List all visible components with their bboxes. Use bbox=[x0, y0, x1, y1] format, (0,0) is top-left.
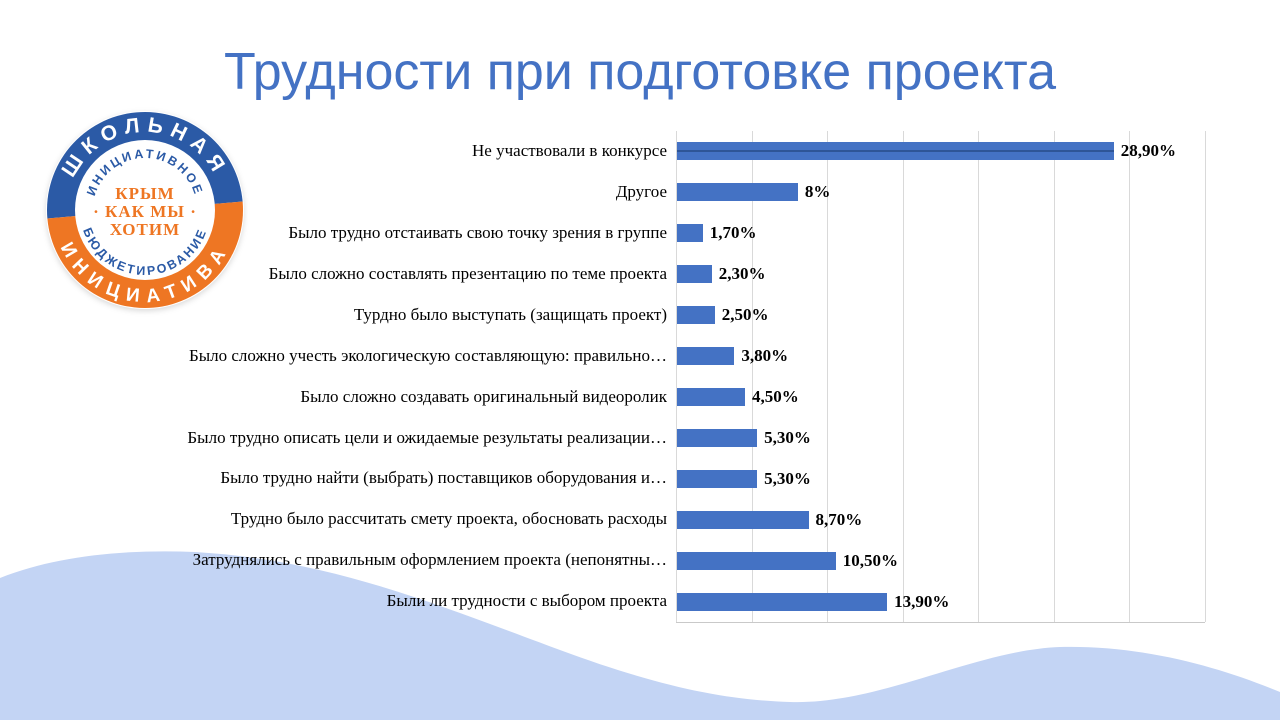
bar-area: 13,90% bbox=[676, 581, 1205, 622]
chart-row: Было трудно описать цели и ожидаемые рез… bbox=[140, 417, 1205, 458]
bar bbox=[677, 306, 715, 325]
logo-center-line2: · КАК МЫ · bbox=[93, 202, 197, 221]
slide-title: Трудности при подготовке проекта bbox=[223, 43, 1057, 101]
bar-area: 1,70% bbox=[676, 213, 1205, 254]
gridline bbox=[978, 131, 980, 622]
chart-row: Другое 8% bbox=[140, 172, 1205, 213]
category-label: Турдно было выступать (защищать проект) bbox=[353, 304, 667, 324]
bar bbox=[677, 428, 758, 447]
gridline bbox=[1205, 131, 1206, 622]
gridline bbox=[1053, 131, 1055, 622]
bar-area: 3,80% bbox=[676, 336, 1205, 377]
chart-row: Было сложно составлять презентацию по те… bbox=[140, 254, 1205, 295]
school-initiative-logo: ШКОЛЬНАЯ ИНИЦИАТИВА ИНИЦИАТИВНОЕ БЮДЖЕТИ… bbox=[46, 111, 244, 309]
gridline bbox=[1129, 131, 1131, 622]
bar-area: 4,50% bbox=[676, 377, 1205, 418]
logo-inner-disc bbox=[75, 140, 215, 280]
value-label: 2,30% bbox=[718, 264, 766, 284]
bar-area: 10,50% bbox=[676, 540, 1205, 581]
value-label: 28,90% bbox=[1120, 141, 1177, 161]
category-label: Затруднялись с правильным оформлением пр… bbox=[192, 550, 667, 570]
bar bbox=[677, 387, 745, 406]
gridline bbox=[902, 131, 904, 622]
logo-center-line3: ХОТИМ bbox=[110, 220, 180, 239]
category-label: Было сложно создавать оригинальный видео… bbox=[300, 386, 667, 406]
category-label: Трудно было рассчитать смету проекта, об… bbox=[230, 509, 667, 529]
bar-area: 8% bbox=[676, 172, 1205, 213]
bar bbox=[677, 265, 712, 284]
category-label: Было сложно составлять презентацию по те… bbox=[268, 263, 667, 283]
value-label: 5,30% bbox=[764, 468, 811, 488]
value-label: 1,70% bbox=[709, 223, 757, 243]
bar-area: 2,50% bbox=[676, 295, 1205, 336]
value-label: 2,50% bbox=[721, 305, 769, 325]
gridline bbox=[676, 131, 677, 622]
bar bbox=[677, 469, 758, 488]
chart-rows: Не участвовали в конкурсе 28,90% Другое 8% Б… bbox=[140, 131, 1205, 622]
chart-row: Было сложно учесть экологическую составл… bbox=[140, 336, 1205, 377]
logo-center-line1: КРЫМ bbox=[115, 184, 174, 203]
bar bbox=[677, 347, 735, 366]
bar bbox=[677, 183, 798, 202]
bar bbox=[677, 551, 836, 570]
gridline bbox=[827, 131, 829, 622]
value-label: 5,30% bbox=[764, 427, 811, 447]
category-label: Было трудно отстаивать свою точку зрения… bbox=[288, 222, 667, 242]
bar bbox=[677, 510, 809, 529]
bar bbox=[677, 224, 703, 243]
category-label: Были ли трудности с выбором проекта bbox=[386, 591, 667, 611]
chart-row: Было сложно создавать оригинальный видео… bbox=[140, 377, 1205, 418]
wave-shape bbox=[0, 551, 1280, 720]
bar-center-line bbox=[677, 150, 1114, 153]
value-label: 13,90% bbox=[894, 591, 950, 611]
bar-area: 28,90% bbox=[676, 131, 1205, 172]
bar-area: 5,30% bbox=[676, 458, 1205, 499]
value-label: 10,50% bbox=[842, 550, 898, 570]
bar-area: 8,70% bbox=[676, 499, 1205, 540]
chart-row: Было трудно отстаивать свою точку зрения… bbox=[140, 213, 1205, 254]
bar-chart: Не участвовали в конкурсе 28,90% Другое 8% Б… bbox=[140, 131, 1206, 623]
chart-row: Турдно было выступать (защищать проект) 2… bbox=[140, 295, 1205, 336]
chart-row: Были ли трудности с выбором проекта 13,90… bbox=[140, 581, 1205, 622]
category-label: Другое bbox=[615, 182, 667, 202]
bar-area: 5,30% bbox=[676, 417, 1205, 458]
category-label: Не участвовали в конкурсе bbox=[472, 141, 667, 161]
chart-plot-area bbox=[676, 131, 1206, 623]
bar bbox=[677, 142, 1114, 161]
value-label: 4,50% bbox=[752, 386, 799, 406]
category-label: Было трудно описать цели и ожидаемые рез… bbox=[187, 427, 667, 447]
bar-area: 2,30% bbox=[676, 254, 1205, 295]
value-label: 8,70% bbox=[815, 509, 863, 529]
chart-row: Было трудно найти (выбрать) поставщиков … bbox=[140, 458, 1205, 499]
value-label: 8% bbox=[804, 182, 831, 202]
bar bbox=[677, 592, 888, 611]
category-label: Было сложно учесть экологическую составл… bbox=[188, 345, 667, 365]
chart-row: Трудно было рассчитать смету проекта, об… bbox=[140, 499, 1205, 540]
chart-row: Затруднялись с правильным оформлением пр… bbox=[140, 540, 1205, 581]
chart-row: Не участвовали в конкурсе 28,90% bbox=[140, 131, 1205, 172]
category-label: Было трудно найти (выбрать) поставщиков … bbox=[220, 468, 667, 488]
gridline bbox=[751, 131, 753, 622]
value-label: 3,80% bbox=[741, 346, 789, 366]
